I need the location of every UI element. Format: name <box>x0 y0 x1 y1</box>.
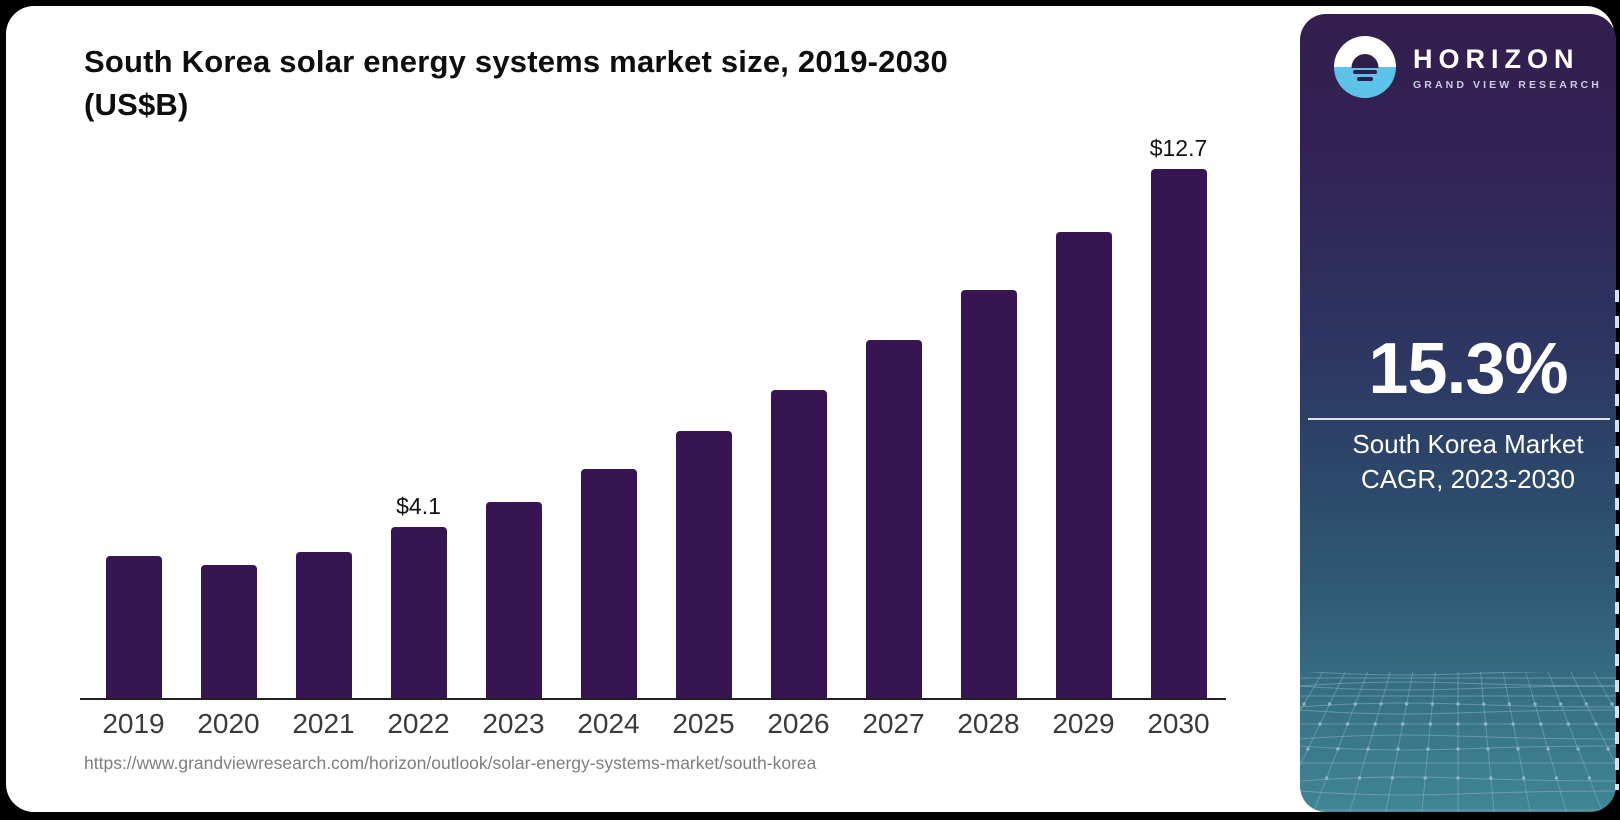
chart-title-line2: (US$B) <box>84 87 189 122</box>
bar-chart: $4.1 $12.7 <box>86 135 1226 698</box>
clipped-mesh-dashes-right <box>1615 290 1619 790</box>
cagr-value: 15.3% <box>1368 329 1568 409</box>
x-axis-line <box>80 698 1226 700</box>
bar-column <box>941 290 1036 698</box>
x-tick-label: 2030 <box>1147 708 1210 739</box>
x-tick-label: 2029 <box>1052 708 1115 739</box>
bar-2024 <box>580 469 637 698</box>
x-tick-label: 2026 <box>767 708 830 739</box>
cagr-label-line2: CAGR, 2023-2030 <box>1361 464 1575 494</box>
source-url: https://www.grandviewresearch.com/horizo… <box>84 753 817 773</box>
bar-column <box>181 565 276 698</box>
mesh-pattern <box>1300 672 1616 812</box>
bar-2026 <box>770 390 827 698</box>
bar-2022 <box>390 527 447 698</box>
x-tick-label: 2025 <box>672 708 735 739</box>
brand-name: HORIZON <box>1413 43 1580 74</box>
bar-column <box>466 502 561 698</box>
brand-subtitle: GRAND VIEW RESEARCH <box>1413 78 1602 91</box>
bar-column <box>751 390 846 698</box>
x-tick-label: 2028 <box>957 708 1020 739</box>
x-tick-label: 2021 <box>292 708 355 739</box>
bar-column <box>1036 232 1131 698</box>
bar-column <box>276 552 371 698</box>
bar-2023 <box>485 502 542 698</box>
bar-2021 <box>295 552 352 698</box>
bar-2020 <box>200 565 257 698</box>
cagr-label-line1: South Korea Market <box>1352 429 1584 459</box>
bar-value-label: $12.7 <box>1149 135 1208 161</box>
chart-card: South Korea solar energy systems market … <box>6 6 1616 812</box>
stat-divider <box>1308 418 1610 420</box>
bar-column: $12.7 <box>1131 135 1226 698</box>
bar-column <box>561 469 656 698</box>
bar-column <box>656 431 751 698</box>
x-tick-label: 2022 <box>387 708 450 739</box>
brand-logo: HORIZON GRAND VIEW RESEARCH <box>1334 36 1602 98</box>
bar-2019 <box>105 556 162 698</box>
bar-2025 <box>675 431 732 698</box>
bar-2029 <box>1055 232 1112 698</box>
x-tick-label: 2019 <box>102 708 165 739</box>
bar-2027 <box>865 340 922 698</box>
bar-column <box>846 340 941 698</box>
x-axis-labels: 2019 2020 2021 2022 2023 2024 2025 2026 2027 2028… <box>86 708 1226 740</box>
x-tick-label: 2024 <box>577 708 640 739</box>
bar-column <box>86 556 181 698</box>
x-tick-label: 2023 <box>482 708 545 739</box>
bar-column: $4.1 <box>371 493 466 698</box>
sidebar-panel: HORIZON GRAND VIEW RESEARCH 15.3% South … <box>1300 14 1616 812</box>
x-tick-label: 2027 <box>862 708 925 739</box>
cagr-label: South Korea Market CAGR, 2023-2030 <box>1320 427 1616 497</box>
brand-text: HORIZON GRAND VIEW RESEARCH <box>1413 44 1602 91</box>
bar-2030 <box>1150 169 1207 698</box>
x-tick-label: 2020 <box>197 708 260 739</box>
chart-title-line1: South Korea solar energy systems market … <box>84 44 948 79</box>
bar-2028 <box>960 290 1017 698</box>
horizon-sun-icon <box>1334 36 1396 98</box>
bar-value-label: $4.1 <box>396 493 441 519</box>
chart-title: South Korea solar energy systems market … <box>84 40 1164 126</box>
